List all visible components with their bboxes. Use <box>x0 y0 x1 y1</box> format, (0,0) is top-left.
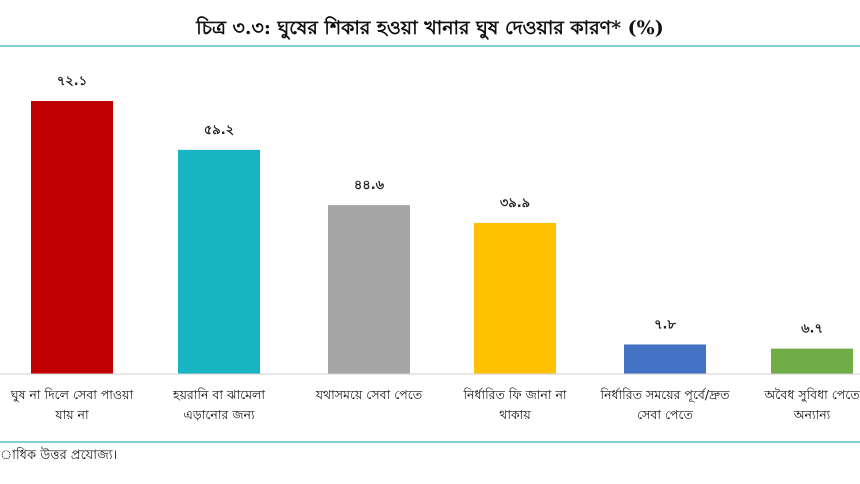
footer-divider <box>0 441 860 443</box>
bar-0 <box>31 101 113 374</box>
category-label-0-line-1: যায় না <box>54 407 89 422</box>
chart-title: চিত্র ৩.৩: ঘুষের শিকার হওয়া খানার ঘুষ দ… <box>196 17 664 39</box>
category-label-1-line-1: এড়ানোর জন্য <box>183 407 255 422</box>
bar-3 <box>474 222 556 374</box>
category-label-1-line-0: হয়রানি বা ঝামেলা <box>172 387 265 402</box>
bar-4 <box>624 344 706 374</box>
category-label-3-line-0: নির্ধারিত ফি জানা না <box>462 387 566 402</box>
category-label-5-line-0: অবৈধ সুবিধা পেতে <box>763 387 860 403</box>
bar-5 <box>771 348 853 374</box>
category-label-5-line-1: অন্যান্য <box>793 407 831 422</box>
bar-value-label-2: ৪৪.৬ <box>354 178 385 193</box>
category-label-0-line-0: ঘুষ না দিলে সেবা পাওয়া <box>10 387 134 403</box>
bar-value-label-5: ৬.৭ <box>801 322 823 337</box>
bar-value-label-4: ৭.৮ <box>654 317 676 332</box>
category-label-4-line-0: নির্ধারিত সময়ের পূর্বে/দ্রুত <box>600 387 731 403</box>
bar-value-label-0: ৭২.১ <box>57 74 87 89</box>
category-label-3-line-1: থাকায় <box>499 407 531 422</box>
bar-1 <box>178 149 260 374</box>
bar-2 <box>328 205 410 374</box>
category-label-2-line-0: যথাসময়ে সেবা পেতে <box>315 387 423 402</box>
category-label-4-line-1: সেবা পেতে <box>637 407 693 422</box>
footnote: াধিক উত্তর প্রযোজ্য। <box>0 448 118 463</box>
bar-value-label-1: ৫৯.২ <box>204 123 234 138</box>
title-divider <box>0 45 860 47</box>
bar-value-label-3: ৩৯.৯ <box>500 196 530 211</box>
